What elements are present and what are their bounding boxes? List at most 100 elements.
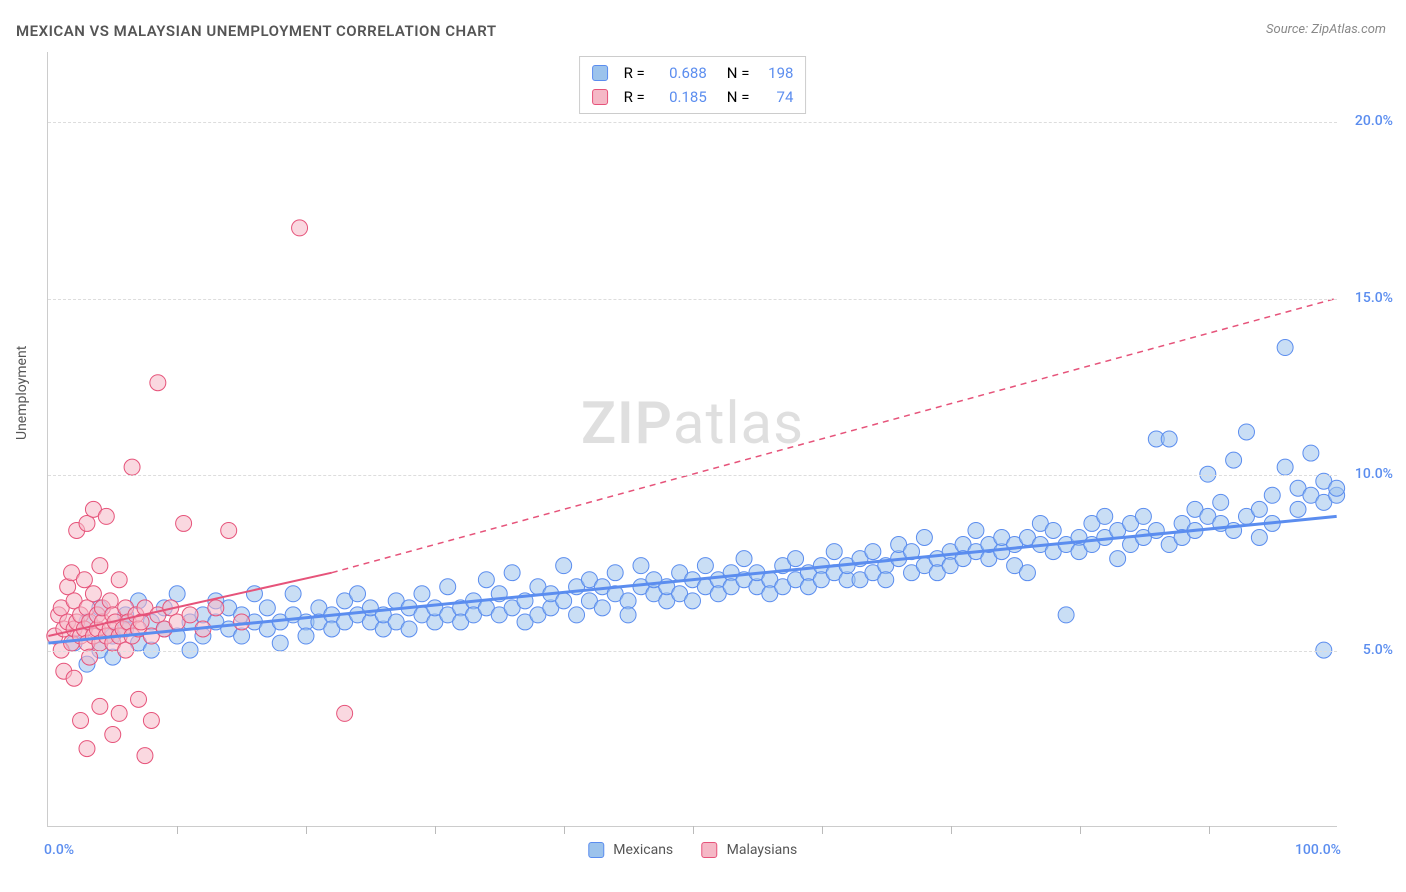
data-point [1045,522,1061,538]
data-point [1226,452,1242,468]
data-point [1135,508,1151,524]
data-point [73,712,89,728]
data-point [102,593,118,609]
data-point [968,522,984,538]
gridline [48,122,1337,123]
x-tick [435,826,436,834]
data-point [60,579,76,595]
swatch-malaysians-icon [701,842,717,858]
data-point [1290,501,1306,517]
x-tick [693,826,694,834]
trend-line [48,516,1336,643]
y-tick-label: 10.0% [1355,466,1393,482]
data-point [76,572,92,588]
x-tick [564,826,565,834]
x-tick [306,826,307,834]
data-point [105,727,121,743]
data-point [85,586,101,602]
data-point [594,600,610,616]
data-point [478,572,494,588]
data-point [98,508,114,524]
data-point [111,572,127,588]
data-point [221,522,237,538]
data-point [620,607,636,623]
gridline [48,475,1337,476]
y-tick-label: 20.0% [1355,113,1393,129]
data-point [79,515,95,531]
x-legend: Mexicans Malaysians [588,842,797,858]
data-point [556,593,572,609]
data-point [736,551,752,567]
data-point [440,579,456,595]
data-point [1097,508,1113,524]
x-tick [1209,826,1210,834]
data-point [1303,445,1319,461]
data-point [1277,340,1293,356]
y-tick-label: 15.0% [1355,290,1393,306]
data-point [1238,424,1254,440]
data-point [234,614,250,630]
source-attribution: Source: ZipAtlas.com [1266,22,1386,37]
chart-title: MEXICAN VS MALAYSIAN UNEMPLOYMENT CORREL… [16,22,497,40]
chart-svg [48,52,1337,826]
data-point [401,621,417,637]
data-point [111,705,127,721]
gridline [48,651,1337,652]
data-point [137,748,153,764]
data-point [1213,494,1229,510]
y-axis-label: Unemployment [14,346,30,440]
data-point [292,220,308,236]
stats-row-mexicans: R = 0.688 N = 198 [592,61,794,85]
x-axis-end: 100.0% [1295,842,1341,858]
data-point [150,375,166,391]
data-point [788,551,804,567]
data-point [697,558,713,574]
data-point [865,544,881,560]
data-point [1110,551,1126,567]
data-point [272,635,288,651]
y-tick-label: 5.0% [1363,642,1393,658]
x-tick [951,826,952,834]
data-point [607,565,623,581]
data-point [1251,530,1267,546]
data-point [182,607,198,623]
data-point [208,600,224,616]
data-point [350,586,366,602]
data-point [298,628,314,644]
data-point [1251,501,1267,517]
data-point [1264,487,1280,503]
data-point [916,530,932,546]
data-point [259,600,275,616]
data-point [556,558,572,574]
data-point [1277,459,1293,475]
stats-box: R = 0.688 N = 198 R = 0.185 N = 74 [579,56,807,114]
data-point [1329,480,1345,496]
x-tick [1080,826,1081,834]
swatch-mexicans-icon [592,65,608,81]
data-point [92,558,108,574]
data-point [633,558,649,574]
data-point [1161,431,1177,447]
data-point [569,607,585,623]
scatter-plot: ZIPatlas R = 0.688 N = 198 R = 0.185 N =… [47,52,1337,827]
swatch-mexicans-icon [588,842,604,858]
x-axis-start: 0.0% [44,842,74,858]
data-point [878,572,894,588]
data-point [176,515,192,531]
legend-item-mexicans: Mexicans [588,842,673,858]
data-point [414,586,430,602]
swatch-malaysians-icon [592,89,608,105]
gridline [48,299,1337,300]
data-point [826,544,842,560]
data-point [1058,607,1074,623]
stats-row-malaysians: R = 0.185 N = 74 [592,85,794,109]
data-point [285,586,301,602]
data-point [169,586,185,602]
x-tick [822,826,823,834]
data-point [504,565,520,581]
data-point [92,698,108,714]
data-point [143,712,159,728]
data-point [685,593,701,609]
legend-item-malaysians: Malaysians [701,842,797,858]
data-point [124,459,140,475]
